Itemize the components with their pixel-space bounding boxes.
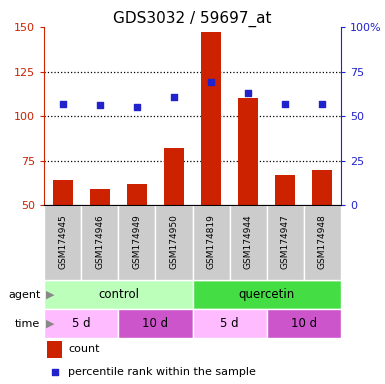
Text: GSM174947: GSM174947 bbox=[281, 214, 290, 269]
Bar bbox=[192, 205, 229, 280]
Point bbox=[60, 101, 66, 107]
Bar bbox=[192, 280, 341, 309]
Bar bbox=[192, 309, 267, 338]
Bar bbox=[44, 309, 119, 338]
Text: ▶: ▶ bbox=[46, 318, 55, 329]
Text: GSM174948: GSM174948 bbox=[318, 214, 327, 269]
Point bbox=[245, 90, 251, 96]
Point bbox=[319, 101, 325, 107]
Text: 5 d: 5 d bbox=[220, 317, 239, 330]
Bar bbox=[164, 148, 184, 205]
Bar bbox=[229, 205, 266, 280]
Text: GSM174945: GSM174945 bbox=[58, 214, 67, 269]
Bar bbox=[119, 205, 156, 280]
Text: GSM174819: GSM174819 bbox=[206, 214, 216, 269]
Text: ▶: ▶ bbox=[46, 290, 55, 300]
Bar bbox=[275, 175, 295, 205]
Text: quercetin: quercetin bbox=[238, 288, 295, 301]
Bar bbox=[44, 280, 192, 309]
Bar bbox=[119, 309, 192, 338]
Point bbox=[171, 93, 177, 99]
Text: GSM174950: GSM174950 bbox=[169, 214, 179, 269]
Text: 10 d: 10 d bbox=[291, 317, 317, 330]
Bar bbox=[267, 205, 304, 280]
Text: 5 d: 5 d bbox=[72, 317, 90, 330]
Bar bbox=[312, 170, 332, 205]
Bar bbox=[53, 180, 73, 205]
Point bbox=[134, 104, 140, 110]
Text: GSM174944: GSM174944 bbox=[244, 214, 253, 269]
Text: GSM174946: GSM174946 bbox=[95, 214, 104, 269]
Bar bbox=[201, 32, 221, 205]
Bar bbox=[44, 205, 81, 280]
Bar bbox=[266, 309, 341, 338]
Point bbox=[208, 79, 214, 85]
Text: control: control bbox=[98, 288, 139, 301]
Text: agent: agent bbox=[8, 290, 40, 300]
Text: percentile rank within the sample: percentile rank within the sample bbox=[68, 367, 256, 377]
Text: GSM174949: GSM174949 bbox=[132, 214, 141, 269]
Point bbox=[52, 369, 58, 376]
Bar bbox=[47, 341, 62, 358]
Bar bbox=[127, 184, 147, 205]
Bar bbox=[90, 189, 110, 205]
Text: time: time bbox=[15, 318, 40, 329]
Bar bbox=[304, 205, 341, 280]
Bar bbox=[156, 205, 192, 280]
Title: GDS3032 / 59697_at: GDS3032 / 59697_at bbox=[113, 11, 272, 27]
Point bbox=[282, 101, 288, 107]
Text: 10 d: 10 d bbox=[142, 317, 169, 330]
Text: count: count bbox=[68, 344, 99, 354]
Bar bbox=[238, 98, 258, 205]
Bar bbox=[81, 205, 119, 280]
Point bbox=[97, 103, 103, 109]
